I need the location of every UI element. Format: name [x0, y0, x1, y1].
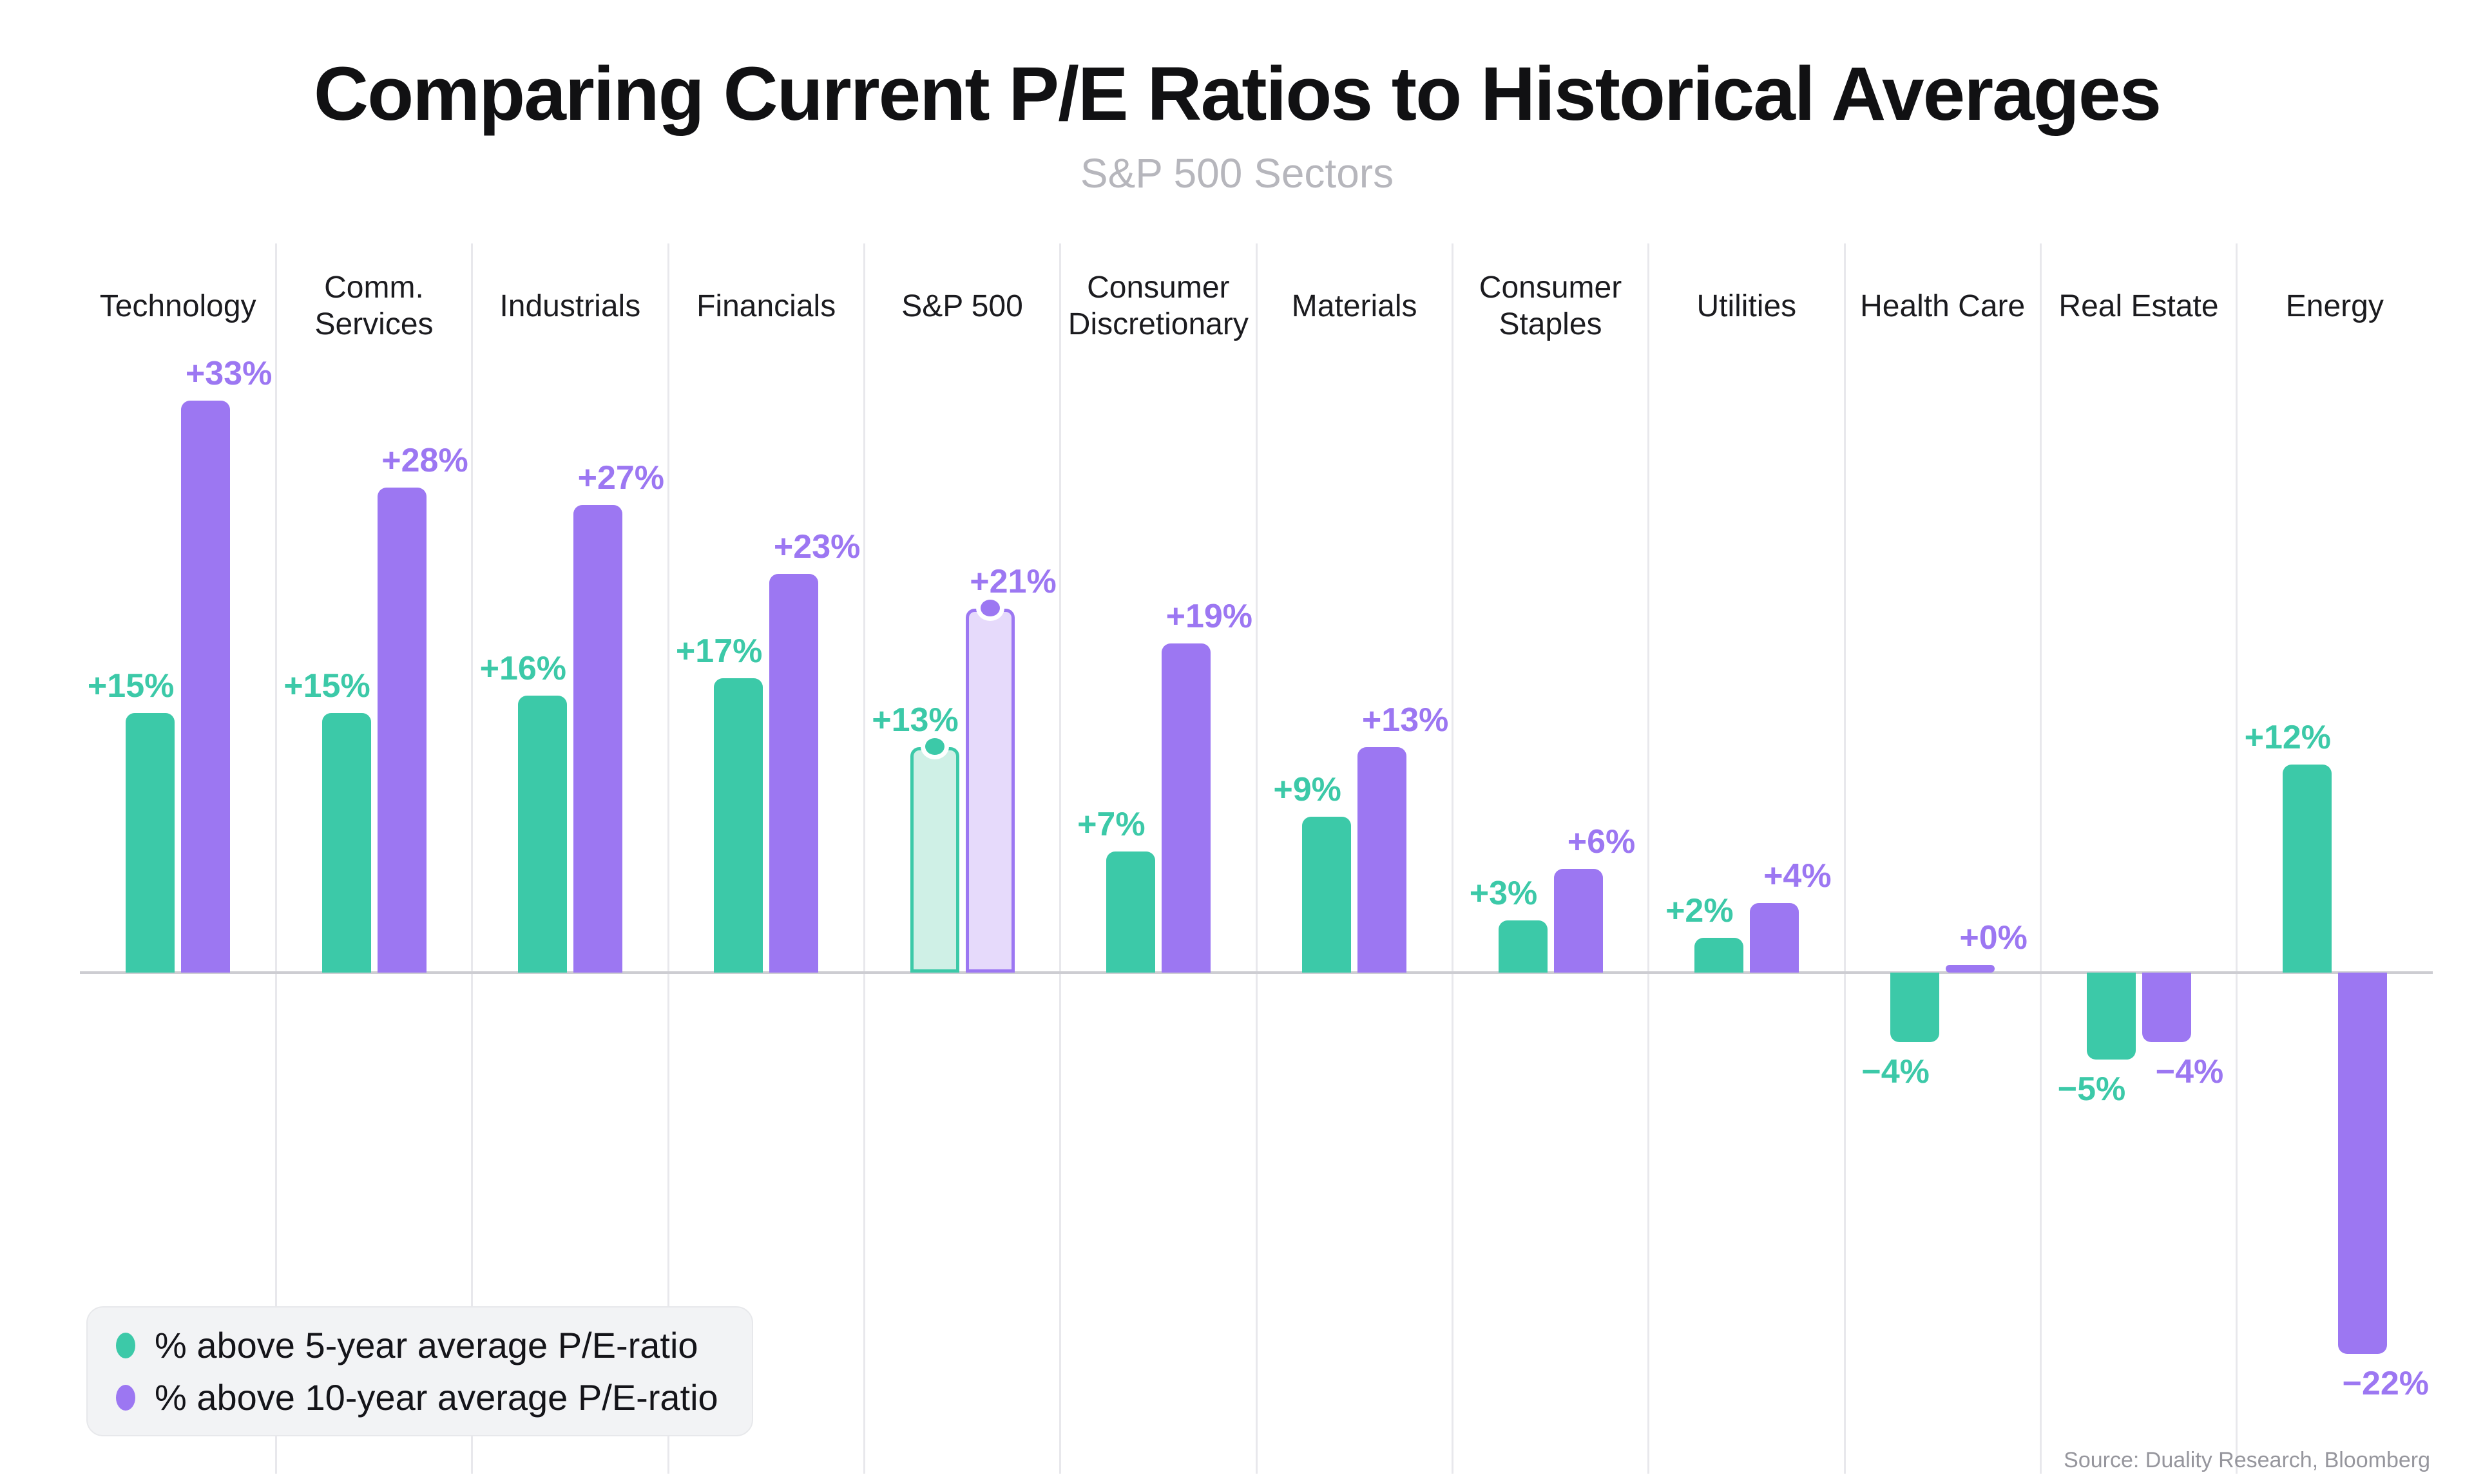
category-label: Consumer Staples — [1479, 271, 1622, 341]
category-label: Technology — [99, 289, 256, 323]
column-separator — [1451, 243, 1453, 1474]
bar-10yr — [377, 487, 427, 973]
bar-5yr — [321, 712, 371, 973]
highlight-dot — [920, 734, 949, 760]
value-label: +12% — [2244, 719, 2332, 757]
bar-10yr — [573, 504, 622, 973]
value-label: +15% — [87, 667, 175, 705]
category-label: Energy — [2285, 289, 2384, 323]
bar-10yr — [1161, 643, 1211, 973]
bar-5yr — [1890, 973, 1940, 1042]
bar-5yr — [2282, 765, 2332, 973]
bar-10yr — [1749, 903, 1799, 973]
value-label: +27% — [577, 459, 665, 497]
source-note: Source: Duality Research, Bloomberg — [2064, 1448, 2430, 1472]
value-label: −4% — [1861, 1052, 1930, 1090]
legend-label-5yr: % above 5-year average P/E-ratio — [155, 1325, 698, 1365]
column-separator — [274, 243, 277, 1474]
value-label: +19% — [1165, 597, 1253, 635]
category-label: Materials — [1291, 289, 1417, 323]
bar-10yr — [2337, 973, 2387, 1354]
value-label: +28% — [381, 441, 468, 479]
legend-item-10yr: % above 10-year average P/E-ratio — [116, 1376, 718, 1418]
value-label: +23% — [773, 528, 861, 566]
bar-5yr — [1302, 816, 1352, 973]
bar-10yr — [965, 609, 1015, 973]
value-label: +6% — [1567, 823, 1636, 861]
category-label: Health Care — [1860, 289, 2026, 323]
column-separator — [1647, 243, 1650, 1474]
value-label: +17% — [675, 632, 763, 670]
legend-dot-5yr-icon — [116, 1332, 135, 1358]
column-separator — [1255, 243, 1258, 1474]
column-separator — [863, 243, 865, 1474]
value-label: +33% — [185, 355, 273, 393]
category-label: Real Estate — [2058, 289, 2219, 323]
category-label: Industrials — [499, 289, 641, 323]
bar-5yr — [910, 747, 959, 973]
value-label: +13% — [1361, 701, 1449, 739]
bar-10yr — [2142, 973, 2191, 1042]
category-label: Utilities — [1696, 289, 1797, 323]
column-separator — [471, 243, 474, 1474]
zero-axis-line — [80, 971, 2433, 974]
value-label: +2% — [1665, 892, 1734, 930]
value-label: −4% — [2155, 1052, 2224, 1090]
column-separator — [2236, 243, 2238, 1474]
value-label: −5% — [2057, 1070, 2126, 1108]
value-label: +15% — [283, 667, 370, 705]
bar-5yr — [714, 678, 763, 973]
category-label: Comm. Services — [314, 271, 434, 341]
bar-10yr — [1553, 868, 1603, 973]
bar-5yr — [2086, 973, 2136, 1060]
category-label: S&P 500 — [901, 289, 1023, 323]
bar-5yr — [126, 712, 175, 973]
bar-10yr — [1357, 747, 1407, 973]
highlight-dot — [975, 595, 1004, 622]
category-label: Consumer Discretionary — [1068, 271, 1249, 341]
chart-title: Comparing Current P/E Ratios to Historic… — [313, 52, 2162, 137]
chart-subtitle: S&P 500 Sectors — [1080, 150, 1394, 196]
value-label: −22% — [2342, 1364, 2430, 1402]
bar-5yr — [1694, 938, 1743, 973]
bar-10yr — [769, 574, 819, 973]
value-label: +4% — [1763, 857, 1832, 895]
value-label: +9% — [1273, 770, 1341, 808]
bar-5yr — [517, 695, 567, 973]
value-label: +3% — [1469, 875, 1538, 913]
value-label: +21% — [970, 563, 1057, 601]
legend: % above 5-year average P/E-ratio % above… — [86, 1306, 753, 1436]
bar-10yr — [181, 401, 231, 973]
column-separator — [2039, 243, 2042, 1474]
value-label: +0% — [1959, 919, 2028, 956]
bar-5yr — [1498, 920, 1548, 973]
bar-5yr — [1106, 851, 1155, 973]
value-label: +7% — [1077, 805, 1146, 843]
bar-10yr — [1946, 965, 1995, 973]
legend-dot-10yr-icon — [116, 1384, 135, 1411]
category-label: Financials — [696, 289, 836, 323]
column-separator — [1059, 243, 1062, 1474]
value-label: +13% — [872, 701, 959, 739]
value-label: +16% — [479, 649, 567, 687]
legend-item-5yr: % above 5-year average P/E-ratio — [116, 1324, 718, 1366]
column-separator — [1843, 243, 1846, 1474]
legend-label-10yr: % above 10-year average P/E-ratio — [155, 1377, 718, 1418]
column-separator — [667, 243, 669, 1474]
